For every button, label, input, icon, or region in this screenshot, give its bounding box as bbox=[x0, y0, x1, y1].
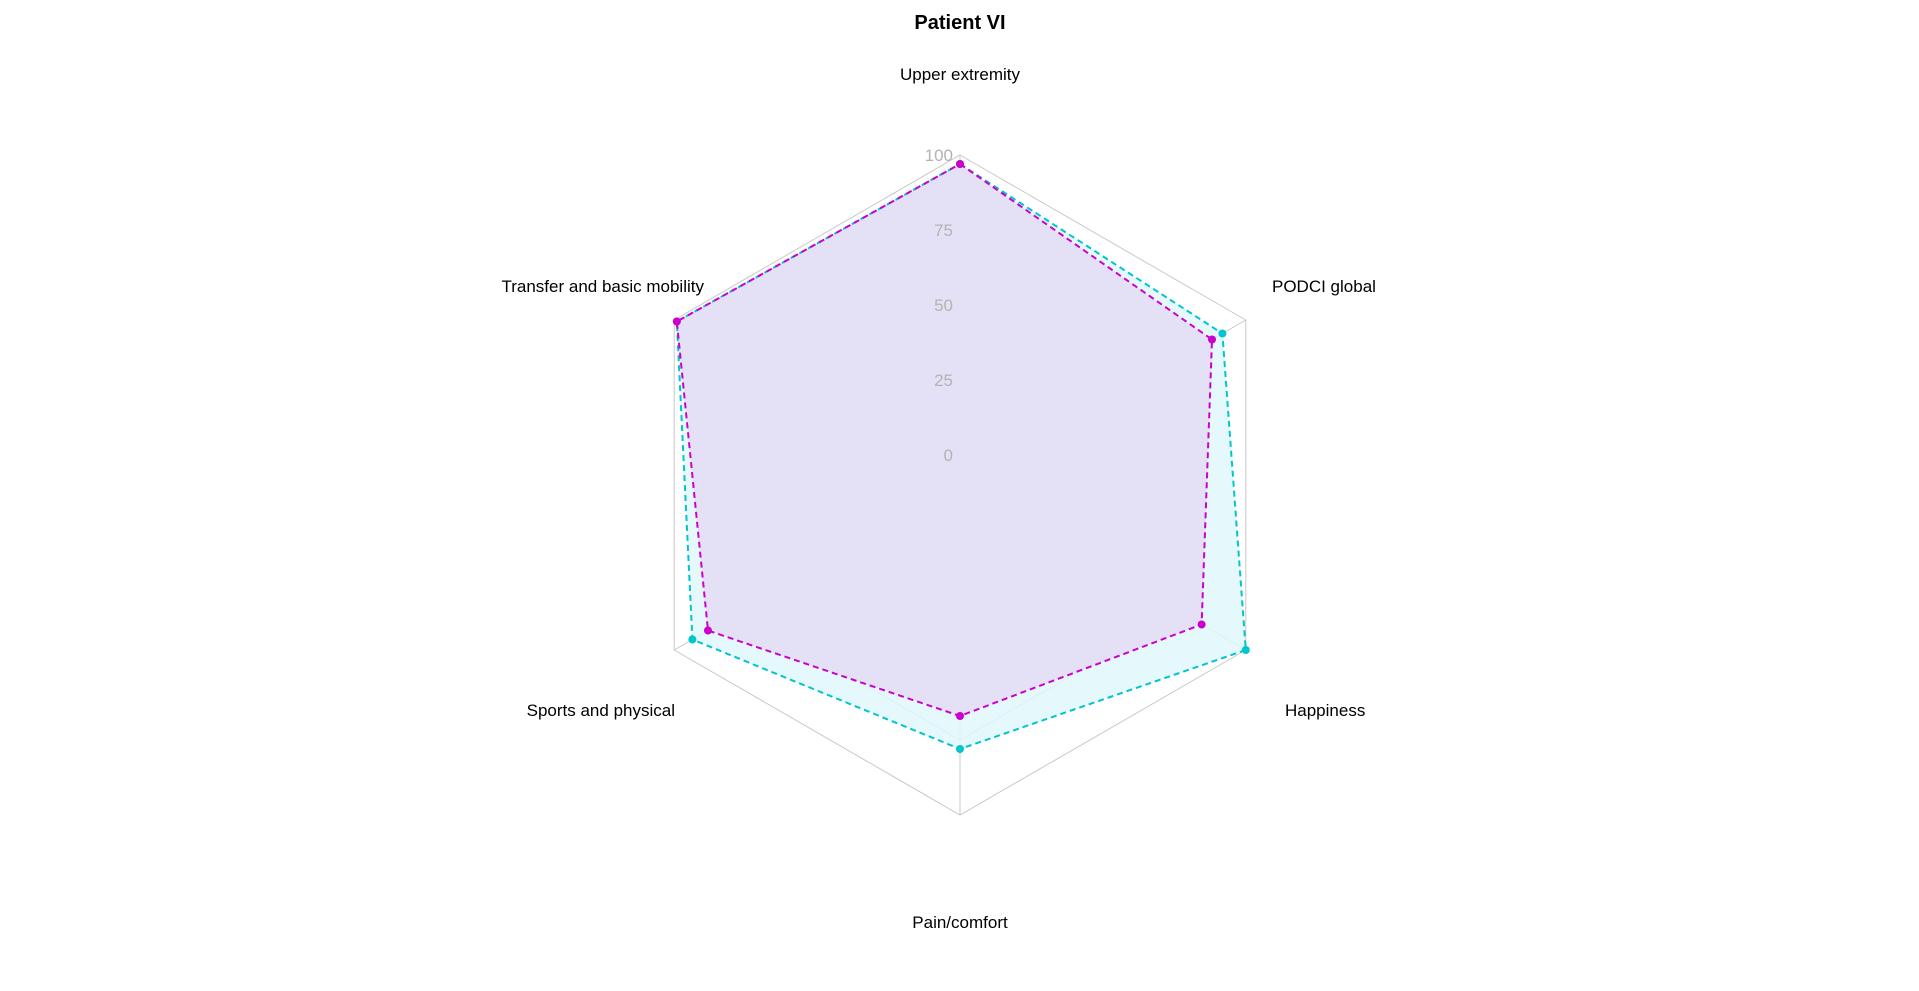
tick-label: 0 bbox=[944, 446, 953, 465]
tick-label: 75 bbox=[934, 221, 953, 240]
chart-title: Patient VI bbox=[914, 12, 1005, 34]
series-1-point-4 bbox=[703, 626, 712, 635]
axis-label: Pain/comfort bbox=[912, 913, 1008, 932]
axis-label: Upper extremity bbox=[900, 65, 1020, 84]
axis-label: Transfer and basic mobility bbox=[501, 277, 704, 296]
radial-tick-labels: 0 25 50 75 100 bbox=[925, 146, 953, 465]
series-1-point-2 bbox=[1197, 620, 1206, 629]
series-0-point-3 bbox=[956, 745, 964, 753]
series-line-layer bbox=[672, 160, 1250, 753]
series-0-point-1 bbox=[1218, 329, 1227, 338]
series-1-point-1 bbox=[1208, 335, 1217, 344]
axis-label: Sports and physical bbox=[527, 701, 675, 720]
axis-label: PODCI global bbox=[1272, 277, 1376, 296]
axis-label: Happiness bbox=[1285, 701, 1365, 720]
series-fill-layer bbox=[676, 164, 1246, 749]
series-1-area bbox=[676, 164, 1213, 716]
tick-label: 50 bbox=[934, 296, 953, 315]
series-1-point-5 bbox=[672, 317, 681, 326]
tick-label: 100 bbox=[925, 146, 953, 165]
series-0-point-2 bbox=[1241, 646, 1250, 654]
tick-label: 25 bbox=[934, 371, 953, 390]
series-1-point-3 bbox=[956, 712, 964, 720]
series-1-point-0 bbox=[956, 160, 964, 168]
series-0-point-4 bbox=[688, 635, 697, 644]
axis-labels: Upper extremity PODCI global Happiness Pain… bbox=[501, 65, 1375, 932]
